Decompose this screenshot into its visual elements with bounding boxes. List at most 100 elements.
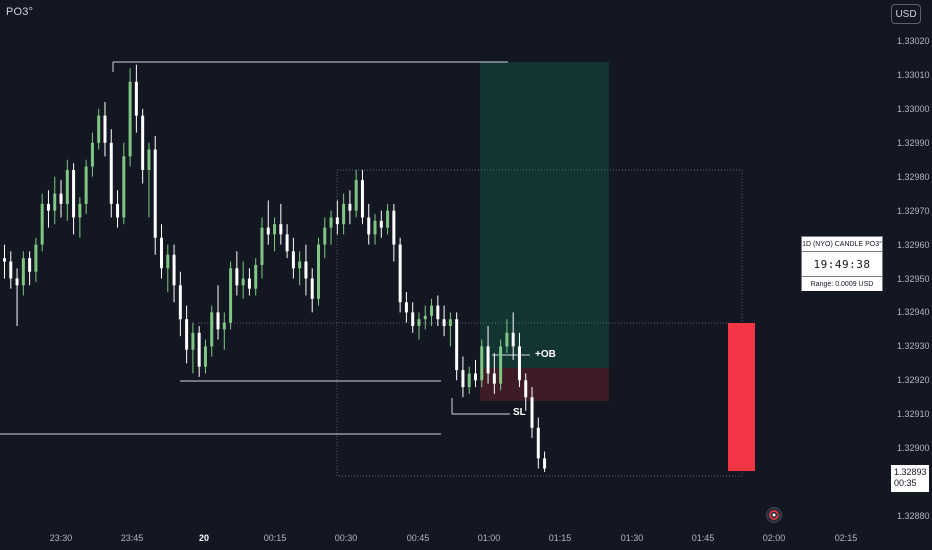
- price-tick: 1.32920: [897, 375, 930, 385]
- price-tick: 1.32950: [897, 274, 930, 284]
- candle: [197, 326, 201, 377]
- candle-body: [524, 380, 528, 398]
- candle: [160, 224, 163, 279]
- candle: [373, 214, 377, 245]
- candle: [28, 251, 32, 286]
- candle-body: [436, 305, 440, 320]
- candle: [442, 305, 446, 337]
- candle-body: [430, 305, 434, 316]
- po3-daily-candle[interactable]: [728, 323, 755, 471]
- time-tick: 00:15: [263, 533, 287, 543]
- candle-body: [423, 315, 427, 320]
- candle-body: [273, 224, 277, 235]
- candle-body: [34, 244, 38, 272]
- candle-body: [229, 268, 233, 323]
- time-tick: 23:30: [49, 533, 73, 543]
- time-tick: 01:00: [477, 533, 501, 543]
- candle: [474, 359, 477, 388]
- price-tick: 1.32940: [897, 307, 930, 317]
- candle: [517, 332, 521, 388]
- candle-body: [185, 319, 189, 350]
- candle-body: [15, 278, 19, 286]
- candle-body: [329, 217, 333, 228]
- candle-body: [178, 285, 182, 320]
- candle: [247, 268, 251, 296]
- indicator-logo-icon[interactable]: [766, 507, 782, 523]
- time-tick: 00:45: [406, 533, 430, 543]
- candle: [40, 193, 44, 252]
- candle: [354, 169, 358, 218]
- price-tick: 1.32990: [897, 138, 930, 148]
- candle-body: [373, 220, 377, 235]
- symbol-label[interactable]: PO3°: [6, 6, 34, 18]
- candle-body: [116, 203, 120, 218]
- sl-annotation[interactable]: SL: [513, 407, 526, 418]
- candle: [448, 312, 452, 347]
- currency-button[interactable]: USD: [891, 4, 921, 24]
- candle: [298, 251, 302, 286]
- candle: [90, 132, 94, 177]
- candle: [543, 451, 547, 472]
- candle: [348, 190, 352, 225]
- candle-body: [21, 258, 25, 286]
- time-tick: 23:45: [120, 533, 144, 543]
- candle-body: [191, 332, 195, 350]
- candle-body: [455, 319, 459, 371]
- price-tick: 1.32880: [897, 511, 930, 521]
- candle-body: [103, 115, 107, 143]
- candle: [404, 292, 408, 323]
- candle-body: [398, 244, 402, 303]
- candle-body: [72, 169, 76, 218]
- candle: [461, 356, 465, 398]
- candle-body: [335, 217, 339, 225]
- candle-body: [354, 180, 358, 211]
- candle-body: [97, 115, 101, 143]
- candle-body: [279, 224, 283, 235]
- candle: [411, 302, 415, 333]
- candle: [34, 237, 38, 282]
- time-tick: 02:15: [834, 533, 858, 543]
- candle: [229, 261, 233, 330]
- candle-body: [46, 203, 50, 211]
- candle: [141, 108, 145, 184]
- candle-body: [59, 193, 63, 204]
- po3-candle-widget[interactable]: 1D (NYO) CANDLE PO3° 19:49:38 Range: 0.0…: [801, 236, 883, 291]
- candle: [329, 210, 333, 245]
- candle: [178, 271, 182, 337]
- candle-body: [3, 258, 6, 262]
- candle-body: [203, 346, 207, 367]
- time-tick-day: 20: [198, 533, 210, 543]
- candle: [417, 312, 421, 340]
- candle: [15, 268, 19, 326]
- candle: [84, 159, 88, 215]
- candle-body: [65, 169, 69, 204]
- price-tick: 1.32900: [897, 443, 930, 453]
- price-tick: 1.32960: [897, 240, 930, 250]
- candle: [486, 326, 490, 384]
- candle-body: [222, 322, 226, 330]
- candle: [323, 217, 327, 259]
- candle: [53, 176, 57, 225]
- candle: [254, 258, 258, 296]
- candle: [492, 353, 496, 394]
- candle-body: [266, 227, 270, 235]
- candle: [273, 217, 277, 252]
- last-price-label: 1.32893 00:35: [891, 465, 929, 492]
- candle: [360, 169, 364, 225]
- candle-body: [235, 268, 239, 286]
- candle-body: [197, 332, 201, 367]
- candle: [65, 159, 69, 221]
- candle-body: [411, 312, 415, 326]
- candle: [72, 163, 76, 235]
- candle: [398, 237, 402, 313]
- candle: [266, 200, 270, 245]
- target-zone[interactable]: [480, 62, 609, 368]
- time-tick: 01:30: [620, 533, 644, 543]
- ob-annotation[interactable]: +OB: [535, 349, 556, 360]
- candle-body: [511, 332, 515, 347]
- candle: [386, 203, 390, 235]
- candle-body: [417, 319, 421, 326]
- candle-body: [84, 166, 88, 204]
